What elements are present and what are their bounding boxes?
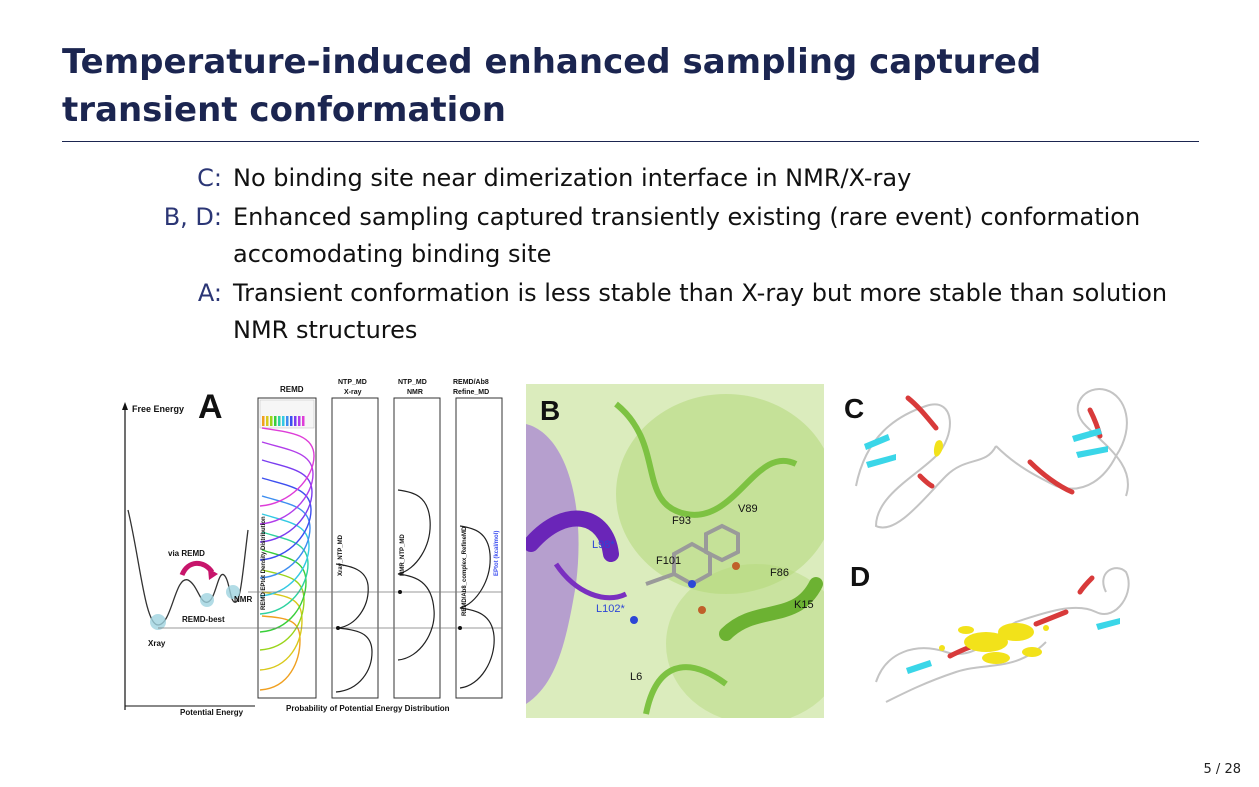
- dimer-structure-figure: C: [844, 388, 1129, 529]
- nmr-ntp-label: NMR_NTP_MD: [400, 534, 406, 576]
- remd-legend: [259, 399, 315, 429]
- residue-label: L6: [630, 671, 642, 683]
- refine-distribution-curve: [459, 525, 495, 689]
- ligand-molecule: [630, 523, 740, 624]
- col-nmr-label-1: NTP_MD: [398, 379, 427, 386]
- figure-panel-b: B F93 V89 L98* F101 F86 L102* K15 L6: [526, 384, 824, 718]
- green-surface: [616, 394, 824, 594]
- item-text: Transient conformation is less stable th…: [233, 279, 1168, 344]
- col-xray-label-1: NTP_MD: [338, 379, 367, 386]
- ligand-density-figure: D: [850, 561, 1130, 703]
- panel-label-b: B: [540, 395, 560, 426]
- remd-best-marker: [200, 593, 214, 607]
- refine-dot: [458, 626, 462, 630]
- nmr-minimum-marker: [226, 585, 240, 599]
- col-nmr-label-2: NMR: [407, 389, 423, 396]
- green-backbone: [614, 401, 798, 518]
- item-text: Enhanced sampling captured transiently e…: [233, 203, 1141, 268]
- item-label: A:: [197, 279, 222, 307]
- page-number: 5 / 28: [1203, 762, 1241, 777]
- nmr-panel-frame: [393, 397, 441, 699]
- panel-label-d: D: [850, 561, 870, 592]
- via-remd-arrow: [179, 560, 215, 577]
- residue-label: L102*: [596, 603, 625, 615]
- col-refine-label-2: Refine_MD: [453, 389, 489, 396]
- residue-label: L98*: [592, 539, 615, 551]
- green-helix: [719, 577, 823, 641]
- energy-landscape-figure: A Free Energy via REMD NMR REMD-best Xra…: [122, 379, 503, 717]
- eptot-label: EPtot (kcal/mol): [494, 531, 500, 576]
- xray-label: Xray: [148, 639, 166, 648]
- col-refine-label-1: REMD/Ab8: [453, 379, 489, 386]
- figure-panel-c: C: [836, 376, 1154, 536]
- xray-minimum-marker: [150, 614, 166, 630]
- potential-energy-label: Potential Energy: [180, 708, 244, 717]
- xray-panel-frame: [331, 397, 379, 699]
- residue-label: F101: [656, 555, 681, 567]
- ligand-density: [939, 623, 1049, 664]
- remd-best-label: REMD-best: [182, 615, 225, 624]
- probability-axis-label: Probability of Potential Energy Distribu…: [286, 704, 450, 713]
- nmr-distribution-curve: [397, 489, 435, 661]
- axis-arrow-icon: [122, 402, 128, 410]
- remd-panel-frame: [257, 397, 317, 699]
- residue-label: F93: [672, 515, 691, 527]
- refine-md-label: REMD/Ab8_complex_RefineMD: [462, 526, 468, 616]
- title-divider: [62, 141, 1199, 142]
- list-item: A: Transient conformation is less stable…: [100, 275, 1200, 349]
- xray-dot: [336, 626, 340, 630]
- list-item: B, D: Enhanced sampling captured transie…: [100, 199, 1200, 273]
- residue-label: K15: [794, 599, 814, 611]
- nmr-dot: [398, 590, 402, 594]
- bullet-list: C: No binding site near dimerization int…: [100, 160, 1200, 351]
- purple-helix: [526, 510, 619, 562]
- item-label: C:: [197, 164, 222, 192]
- strand-arrows: [906, 618, 1120, 674]
- binding-site-figure: B F93 V89 L98* F101 F86 L102* K15 L6: [526, 384, 824, 718]
- purple-sidechain: [553, 562, 628, 601]
- residue-label: V89: [738, 503, 758, 515]
- col-xray-label-2: X-ray: [344, 389, 362, 396]
- remd-density-label: REMD EPtot Density Distribution: [261, 516, 267, 610]
- via-remd-label: via REMD: [168, 549, 205, 558]
- arrow-head-icon: [208, 568, 218, 580]
- figure-panel-d: D: [846, 552, 1154, 718]
- free-energy-label: Free Energy: [132, 404, 184, 414]
- item-text: No binding site near dimerization interf…: [233, 164, 912, 192]
- residue-label: F86: [770, 567, 789, 579]
- strand-arrows: [864, 428, 1108, 468]
- ribbon-backbone: [855, 388, 1129, 529]
- list-item: C: No binding site near dimerization int…: [100, 160, 1200, 197]
- col-remd-label: REMD: [280, 385, 304, 394]
- slide-title: Temperature-induced enhanced sampling ca…: [62, 42, 1042, 130]
- panel-label-c: C: [844, 393, 864, 424]
- ribbon-backbone: [875, 567, 1130, 703]
- figure-panel-a: A Free Energy via REMD NMR REMD-best Xra…: [120, 370, 520, 718]
- item-label: B, D:: [163, 203, 222, 231]
- panel-label-a: A: [198, 388, 223, 426]
- xray-ntp-label: Xray_NTP_MD: [338, 534, 344, 576]
- ligand-blob: [933, 440, 943, 457]
- nmr-label: NMR: [234, 595, 252, 604]
- refine-panel-frame: [455, 397, 503, 699]
- purple-surface: [526, 424, 579, 704]
- remd-distributions: [259, 427, 315, 691]
